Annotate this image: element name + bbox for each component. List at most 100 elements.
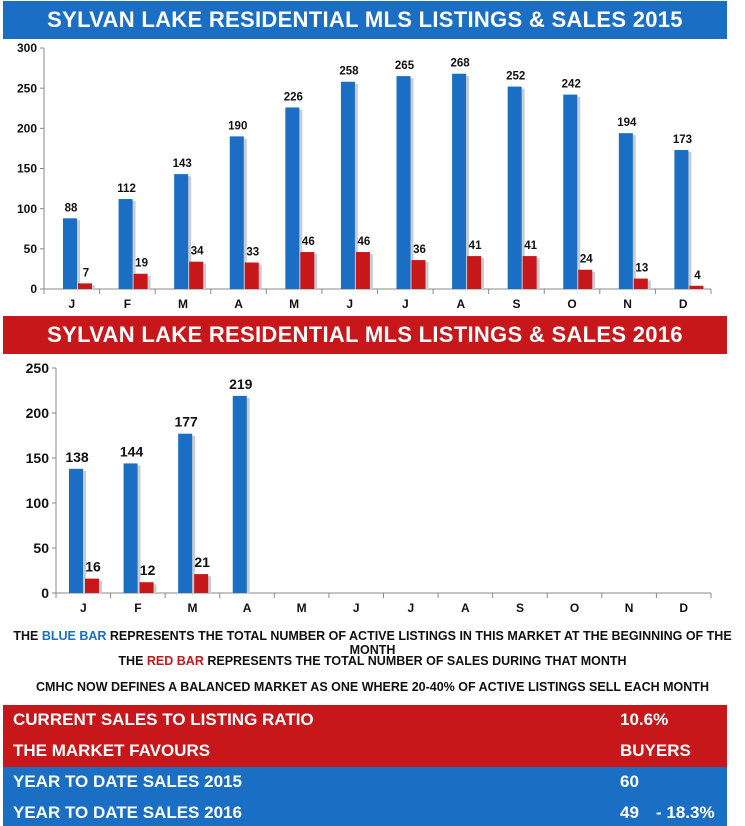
x-tick-label: J [402,297,409,311]
x-tick-label: S [516,601,524,615]
sales-bar [244,262,259,289]
chart-2016: 0 50 100 150 200 250 J F M A M J J A S O N D 138 144 177 219 1… [26,360,712,615]
x-tick-label: D [679,297,688,311]
x-tick-label: O [567,297,576,311]
sales-value-label: 34 [191,246,204,258]
x-tick-label: A [457,297,466,311]
x-tick-label: F [124,297,131,311]
ratio-row: CURRENT SALES TO LISTING RATIO 10.6% [3,705,727,736]
ratio-label: CURRENT SALES TO LISTING RATIO [13,710,314,729]
x-tick-label: A [461,601,470,615]
chart-2016-title: SYLVAN LAKE RESIDENTIAL MLS LISTINGS & S… [3,316,727,354]
y-tick-label: 200 [17,122,37,136]
y-tick-label: 250 [17,81,37,95]
favours-row: THE MARKET FAVOURS BUYERS [3,736,727,767]
x-tick-label: A [234,297,243,311]
sales-value-label: 33 [246,246,259,258]
cmhc-note: CMHC NOW DEFINES A BALANCED MARKET AS ON… [36,680,709,694]
sales-value-label: 21 [194,554,210,570]
ytd-2016-value: 49 [620,803,639,822]
sales-value-label: 7 [83,267,89,279]
listings-value-label: 268 [450,58,470,70]
listings-bar [452,73,467,289]
x-tick-label: J [407,601,414,615]
legend-note-red: THE RED BAR REPRESENTS THE TOTAL NUMBER … [0,654,745,668]
red-bar-label: RED BAR [146,654,204,668]
x-tick-label: M [187,601,197,615]
x-tick-label: M [289,297,299,311]
listings-value-label: 144 [120,443,144,459]
listings-value-label: 219 [229,376,253,392]
ytd-2015-label: YEAR TO DATE SALES 2015 [13,772,242,791]
favours-label: THE MARKET FAVOURS [13,741,211,760]
listings-bar [396,76,411,289]
x-tick-label: D [679,601,688,615]
y-tick-label: 300 [17,41,37,55]
y-tick-label: 150 [26,450,50,466]
legend-note-blue-prefix: THE [13,629,42,643]
x-tick-label: F [134,601,141,615]
y-tick-label: 0 [41,585,49,601]
listings-bar [118,199,133,289]
y-tick-label: 50 [24,242,38,256]
listings-bar [507,86,522,289]
sales-value-label: 16 [85,559,101,575]
ytd-2016-change: - 18.3% [656,803,715,822]
x-tick-label: M [297,601,307,615]
sales-bar [522,256,537,289]
ytd-2016-label: YEAR TO DATE SALES 2016 [13,803,242,822]
x-tick-label: J [353,601,360,615]
sales-bar [78,283,92,289]
sales-bar [689,285,704,289]
legend-note-red-text: REPRESENTS THE TOTAL NUMBER OF SALES DUR… [203,654,627,668]
sales-value-label: 41 [469,240,482,252]
legend-note-red-prefix: THE [118,654,147,668]
sales-bar [133,273,148,289]
listings-bar [178,433,193,593]
legend-note-blue: THE BLUE BAR REPRESENTS THE TOTAL NUMBER… [0,629,745,657]
y-tick-label: 200 [26,405,50,421]
ratio-value: 10.6% [620,710,669,729]
listings-value-label: 138 [65,449,89,465]
listings-bar [618,133,633,289]
listings-value-label: 143 [173,158,192,170]
listings-value-label: 112 [117,183,136,195]
ytd-2016-row: YEAR TO DATE SALES 2016 49 - 18.3% [3,798,727,826]
sales-bar [189,261,204,289]
listings-bar [229,136,244,289]
listings-value-label: 265 [395,60,415,72]
x-tick-label: A [243,601,252,615]
sales-bar [139,582,154,593]
x-tick-label: S [512,297,520,311]
ytd-2015-value: 60 [620,772,639,791]
ytd-2015-row: YEAR TO DATE SALES 2015 60 [3,767,727,798]
x-tick-label: J [68,297,75,311]
sales-value-label: 13 [635,263,648,275]
listings-bar [563,94,578,289]
listings-value-label: 190 [228,120,247,132]
sales-bar [85,578,99,593]
listings-bar [69,468,83,593]
sales-bar [194,574,209,593]
favours-value: BUYERS [620,741,691,760]
x-tick-label: J [80,601,87,615]
listings-bar [123,463,138,593]
y-tick-label: 250 [26,360,50,376]
y-tick-label: 0 [30,282,37,296]
y-tick-label: 100 [17,202,37,216]
sales-bar [633,278,648,289]
sales-value-label: 24 [580,254,593,266]
x-tick-label: J [346,297,353,311]
listings-value-label: 194 [617,117,637,129]
x-tick-label: O [570,601,579,615]
listings-bar [340,81,355,289]
listings-bar [63,218,77,289]
listings-value-label: 242 [562,79,581,91]
listings-value-label: 177 [174,414,198,430]
sales-bar [578,269,593,289]
y-tick-label: 50 [33,540,49,556]
x-tick-label: M [178,297,188,311]
sales-value-label: 46 [302,236,315,248]
sales-value-label: 19 [135,258,148,270]
chart-2015-title: SYLVAN LAKE RESIDENTIAL MLS LISTINGS & S… [3,1,727,39]
